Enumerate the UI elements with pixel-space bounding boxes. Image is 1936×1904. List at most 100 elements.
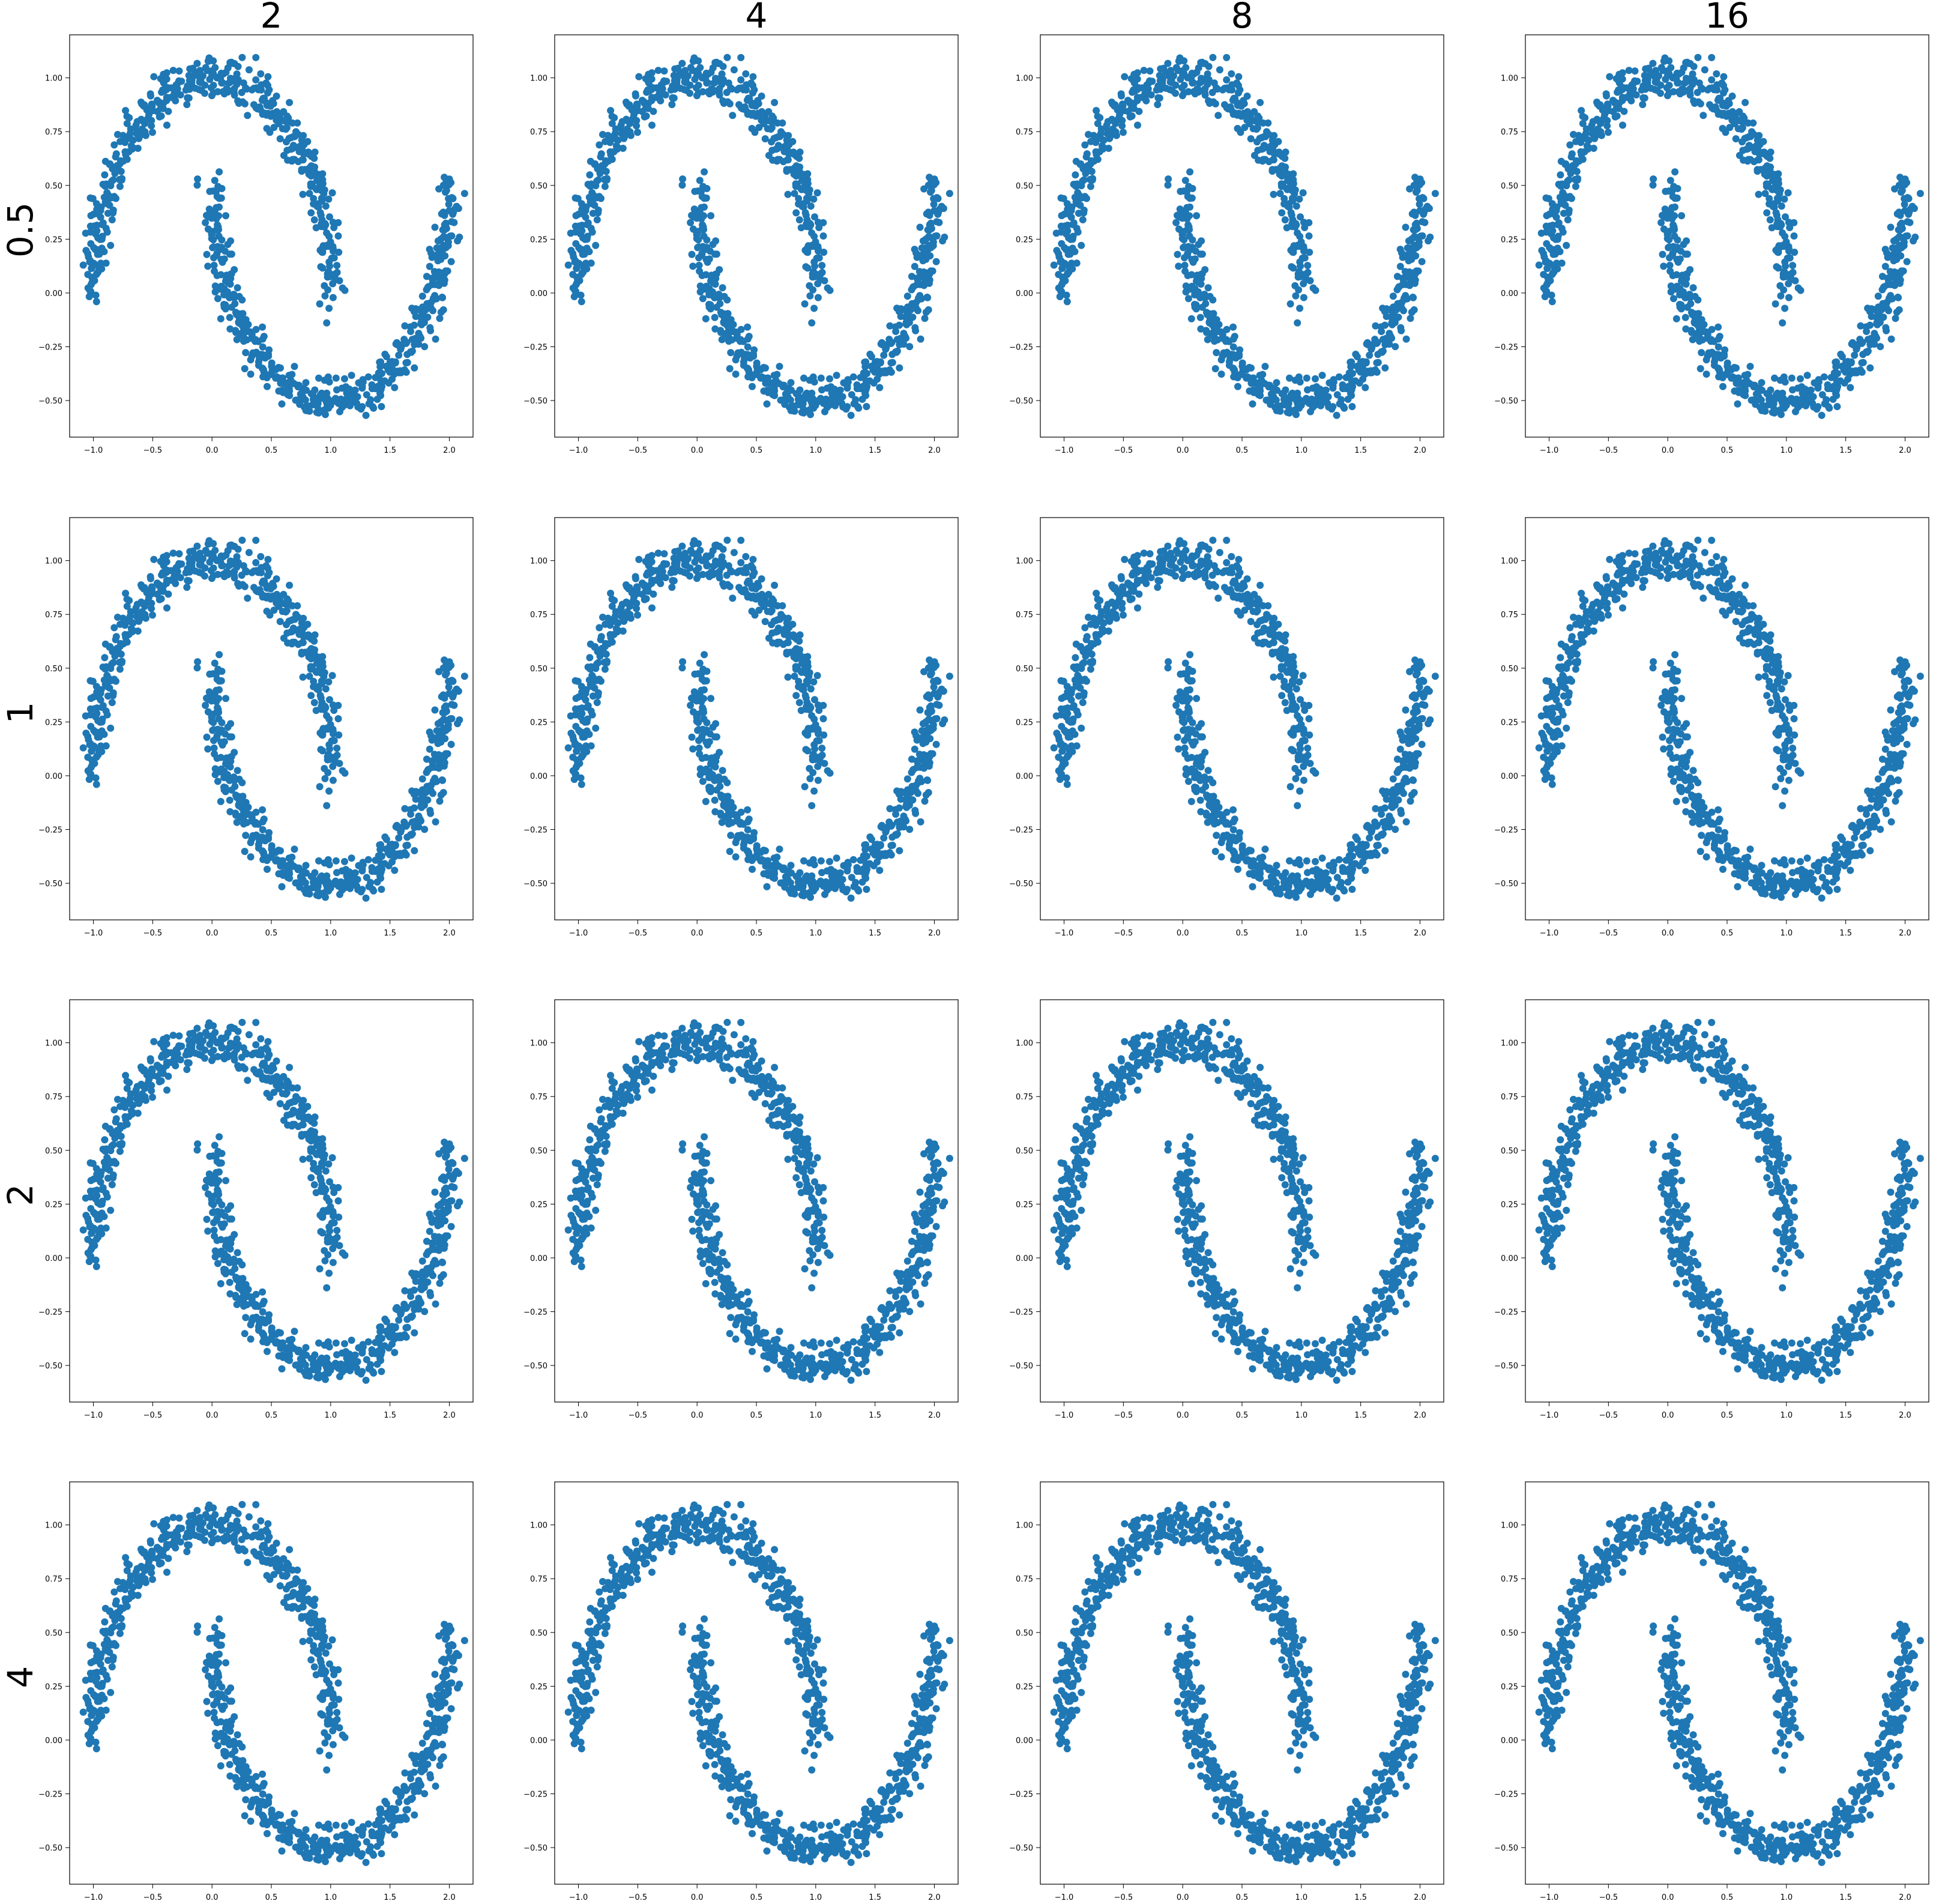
data-point	[1667, 177, 1674, 184]
data-point	[1198, 280, 1205, 288]
data-point	[1844, 362, 1851, 369]
data-point	[107, 677, 115, 684]
data-point	[644, 86, 651, 94]
data-point	[312, 172, 319, 179]
data-point	[1889, 244, 1896, 252]
data-point	[1127, 113, 1134, 121]
data-point	[648, 122, 656, 129]
data-point	[1578, 107, 1585, 114]
data-point	[735, 85, 743, 92]
data-point	[1278, 180, 1285, 187]
data-point	[317, 209, 324, 216]
data-point	[113, 633, 120, 640]
data-point	[1295, 286, 1302, 294]
data-point	[612, 130, 619, 137]
data-point	[298, 650, 306, 657]
data-point	[1701, 66, 1708, 73]
data-point	[1578, 148, 1585, 156]
data-point	[240, 337, 247, 345]
x-tick-label: 0.0	[691, 446, 704, 455]
data-point	[93, 781, 100, 788]
data-point	[239, 802, 246, 809]
data-point	[750, 110, 757, 117]
data-point	[1866, 364, 1874, 372]
data-point	[815, 294, 822, 301]
data-point	[247, 839, 255, 846]
data-point	[136, 131, 143, 139]
data-point	[205, 55, 213, 62]
data-point	[283, 629, 291, 636]
data-point	[231, 773, 238, 781]
data-point	[1278, 209, 1285, 216]
data-point	[1706, 85, 1713, 92]
data-point	[312, 148, 319, 156]
data-point	[1325, 403, 1332, 411]
data-point	[739, 105, 746, 112]
data-point	[101, 194, 108, 201]
x-tick-label: 0.5	[1236, 446, 1249, 455]
data-point	[440, 306, 447, 313]
data-point	[346, 881, 353, 888]
data-point	[86, 288, 94, 295]
data-point	[175, 79, 182, 86]
data-point	[1193, 69, 1201, 76]
data-point	[1696, 337, 1703, 345]
data-point	[418, 319, 425, 326]
data-point	[210, 726, 217, 733]
data-point	[788, 379, 795, 386]
data-point	[1378, 349, 1386, 356]
data-point	[426, 263, 433, 270]
data-point	[925, 208, 932, 216]
data-point	[1078, 194, 1085, 201]
data-point	[819, 219, 827, 226]
data-point	[1230, 336, 1237, 343]
data-point	[310, 683, 317, 691]
data-point	[1411, 208, 1418, 216]
data-point	[793, 162, 800, 169]
data-point	[814, 280, 821, 288]
data-point	[768, 147, 776, 154]
data-point	[98, 221, 106, 228]
data-point	[149, 128, 156, 136]
data-point	[1297, 213, 1304, 220]
data-point	[323, 242, 330, 249]
data-point	[1359, 376, 1366, 383]
data-point	[731, 66, 738, 73]
data-point	[208, 231, 216, 238]
data-point	[1181, 243, 1188, 250]
data-point	[196, 561, 204, 569]
data-point	[727, 349, 734, 356]
x-tick-label: 0.5	[1721, 446, 1734, 455]
data-point	[1678, 212, 1685, 219]
data-point	[719, 284, 726, 291]
data-point	[1546, 223, 1554, 230]
data-point	[122, 148, 129, 156]
data-point	[742, 70, 749, 77]
data-point	[921, 315, 929, 322]
data-point	[830, 386, 837, 393]
data-point	[1072, 194, 1079, 201]
data-point	[1235, 73, 1242, 80]
data-point	[693, 84, 700, 91]
data-point	[1766, 201, 1773, 208]
data-point	[1582, 130, 1590, 137]
data-point	[1646, 71, 1653, 79]
data-point	[155, 98, 163, 106]
data-point	[1295, 270, 1302, 277]
data-point	[1767, 148, 1775, 156]
data-point	[1169, 87, 1176, 94]
data-point	[668, 86, 675, 94]
data-point	[1677, 301, 1684, 309]
data-point	[286, 618, 293, 625]
data-point	[904, 292, 911, 300]
data-point	[1695, 319, 1702, 326]
data-point	[335, 232, 342, 240]
data-point	[214, 183, 222, 190]
y-tick-label: 0.00	[45, 289, 62, 298]
data-point	[147, 575, 154, 582]
data-point	[1277, 190, 1284, 197]
data-point	[346, 398, 353, 405]
data-point	[1126, 98, 1133, 106]
data-point	[693, 92, 701, 99]
